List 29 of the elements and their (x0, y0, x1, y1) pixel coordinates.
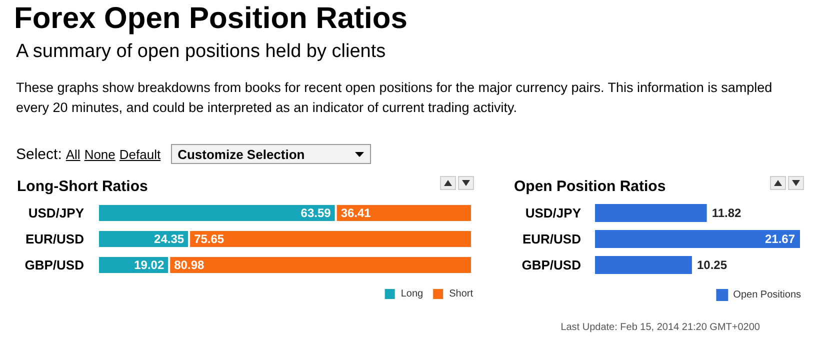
data-label: 75.65 (194, 232, 224, 246)
data-label: 19.02 (134, 258, 164, 272)
text: Forex Open Position Ratios (14, 2, 408, 36)
selection-dropdown: Customize Selection (170, 144, 371, 164)
y-tick-label: USD/JPY (28, 206, 84, 220)
legend-label: Short (449, 288, 474, 300)
data-label: 80.98 (174, 258, 204, 272)
text: Select: (16, 146, 62, 162)
data-label: 21.67 (764, 232, 796, 246)
text: None (84, 146, 116, 162)
text: These graphs show breakdowns from books for recent open positions for the major currency pairs. This information is sampled every 20 minutes, and could be interpreted as an indicator of current trading activity. (16, 79, 774, 117)
chart-title: Open Position Ratios (514, 178, 666, 195)
text: A summary of open positions held by clients (16, 41, 386, 63)
text: Default (119, 146, 161, 162)
legend-label: Open Positions (733, 290, 802, 300)
data-label: 63.59 (300, 206, 332, 220)
data-label: 11.82 (712, 206, 742, 220)
y-tick-label: USD/JPY (525, 206, 582, 220)
y-tick-label: GBP/USD (24, 258, 84, 272)
legend-label: Long (400, 288, 424, 300)
y-tick-label: EUR/USD (25, 232, 84, 246)
text: Last Update: Feb 15, 2014 21:20 GMT+0200 (560, 322, 760, 333)
data-label: 24.35 (154, 232, 184, 246)
y-tick-label: GBP/USD (522, 258, 581, 272)
text: All (66, 146, 80, 162)
data-label: 36.41 (340, 206, 372, 220)
chart-title: Long-Short Ratios (17, 178, 148, 195)
data-label: 10.25 (696, 258, 728, 272)
y-tick-label: EUR/USD (522, 232, 581, 246)
